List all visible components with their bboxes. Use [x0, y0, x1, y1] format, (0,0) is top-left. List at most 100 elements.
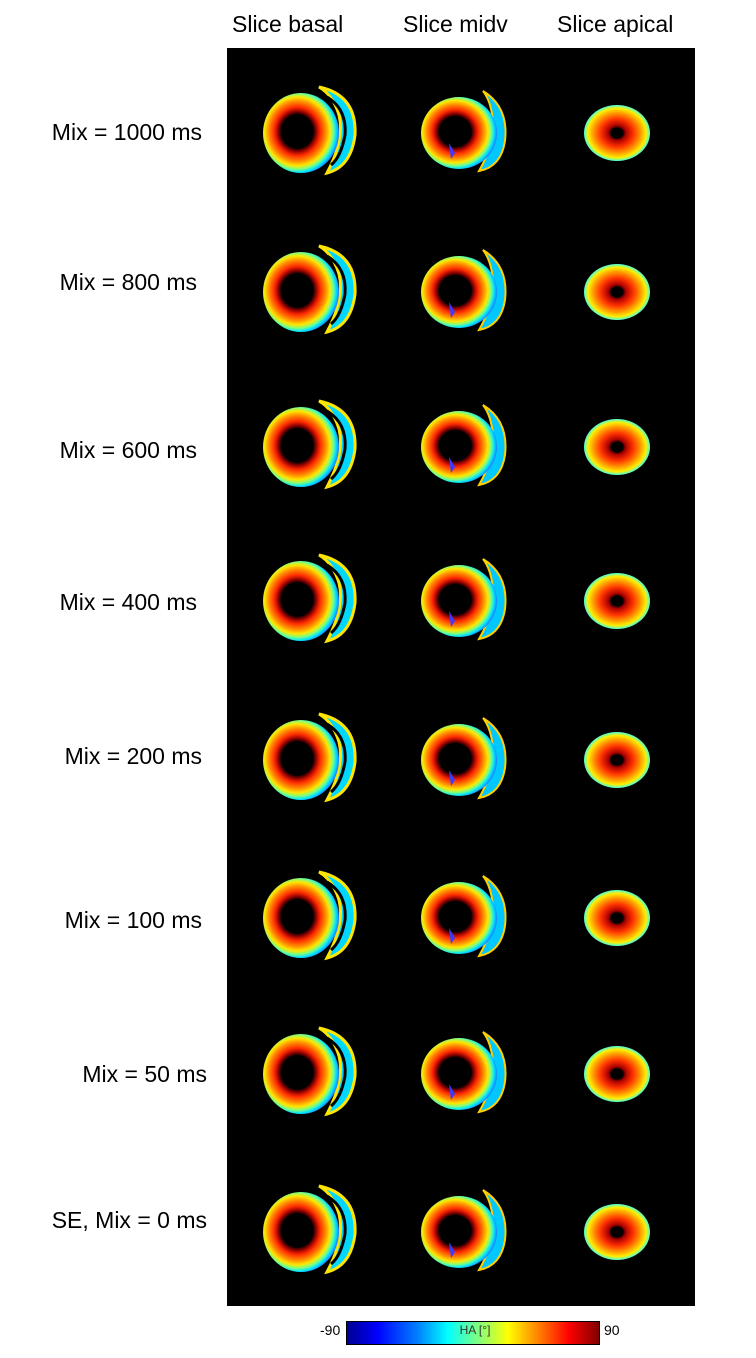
heart-slice-map	[584, 573, 650, 629]
left-ventricle-wall	[263, 407, 339, 487]
heart-slice-map	[263, 712, 357, 803]
map-cell-basal	[227, 366, 383, 516]
map-cell-basal	[227, 48, 383, 206]
left-ventricle-wall	[421, 411, 497, 483]
map-cell-midv	[383, 990, 539, 1146]
right-ventricle-lumen	[326, 409, 347, 481]
map-cell-midv	[383, 366, 539, 516]
map-cell-basal	[227, 1146, 383, 1306]
map-cell-midv	[383, 834, 539, 990]
heart-slice-map	[421, 558, 507, 641]
heart-slice-map	[584, 1204, 650, 1260]
heart-slice-map	[421, 404, 507, 487]
left-ventricle-wall	[421, 882, 497, 954]
left-ventricle-wall	[421, 1196, 497, 1268]
heart-slice-map	[421, 90, 507, 173]
colorbar-title: HA [°]	[459, 1323, 491, 1337]
column-header-apical: Slice apical	[557, 11, 674, 37]
column-header-basal: Slice basal	[232, 11, 344, 37]
heart-slice-map	[263, 1184, 357, 1275]
septal-artifact	[449, 457, 455, 473]
colorbar-min-label: -90	[320, 1322, 341, 1338]
right-ventricle-wall	[477, 90, 507, 173]
heart-slice-map	[263, 399, 357, 490]
right-ventricle-wall	[477, 558, 507, 641]
colorbar-max-label: 90	[604, 1322, 620, 1338]
map-cell-basal	[227, 516, 383, 674]
left-ventricle-wall	[584, 105, 650, 161]
left-ventricle-wall	[263, 93, 339, 173]
heart-slice-map	[584, 1046, 650, 1102]
heart-slice-map	[584, 419, 650, 475]
heart-slice-map	[263, 244, 357, 335]
heart-slice-map	[584, 732, 650, 788]
left-ventricle-wall	[421, 724, 497, 796]
map-cell-apical	[539, 990, 695, 1146]
map-cell-basal	[227, 834, 383, 990]
left-ventricle-wall	[263, 252, 339, 332]
right-ventricle-wall	[477, 1189, 507, 1272]
left-ventricle-wall	[421, 97, 497, 169]
right-ventricle-lumen	[326, 563, 347, 635]
left-ventricle-wall	[421, 256, 497, 328]
right-ventricle-lumen	[326, 254, 347, 326]
left-ventricle-wall	[263, 561, 339, 641]
right-ventricle-lumen	[326, 722, 347, 794]
row-label: Mix = 50 ms	[82, 1061, 207, 1087]
row-label: Mix = 200 ms	[64, 743, 202, 769]
colorbar-gradient	[346, 1321, 600, 1345]
left-ventricle-wall	[584, 732, 650, 788]
heart-slice-map	[584, 890, 650, 946]
septal-artifact	[449, 611, 455, 627]
row-label: Mix = 800 ms	[59, 269, 197, 295]
heart-slice-map	[421, 249, 507, 332]
right-ventricle-lumen	[326, 1036, 347, 1108]
map-cell-midv	[383, 48, 539, 206]
row-label: Mix = 1000 ms	[51, 119, 202, 145]
heart-slice-map	[584, 105, 650, 161]
map-cell-midv	[383, 1146, 539, 1306]
septal-artifact	[449, 1084, 455, 1100]
map-cell-basal	[227, 990, 383, 1146]
right-ventricle-wall	[477, 249, 507, 332]
right-ventricle-lumen	[326, 1194, 347, 1266]
helix-angle-map-grid	[227, 48, 695, 1306]
left-ventricle-wall	[584, 1046, 650, 1102]
septal-artifact	[449, 928, 455, 944]
heart-slice-map	[263, 870, 357, 961]
map-cell-apical	[539, 366, 695, 516]
row-label: SE, Mix = 0 ms	[51, 1207, 207, 1233]
map-cell-apical	[539, 516, 695, 674]
right-ventricle-lumen	[326, 880, 347, 952]
right-ventricle-wall	[477, 404, 507, 487]
heart-slice-map	[584, 264, 650, 320]
row-label: Mix = 100 ms	[64, 907, 202, 933]
septal-artifact	[449, 1242, 455, 1258]
map-cell-basal	[227, 206, 383, 366]
right-ventricle-lumen	[326, 95, 347, 167]
left-ventricle-wall	[584, 1204, 650, 1260]
heart-slice-map	[421, 717, 507, 800]
left-ventricle-wall	[263, 1192, 339, 1272]
map-cell-midv	[383, 674, 539, 834]
left-ventricle-wall	[421, 565, 497, 637]
left-ventricle-wall	[263, 1034, 339, 1114]
heart-slice-map	[263, 1026, 357, 1117]
map-cell-apical	[539, 206, 695, 366]
map-cell-midv	[383, 206, 539, 366]
septal-artifact	[449, 143, 455, 159]
map-cell-basal	[227, 674, 383, 834]
heart-slice-map	[263, 553, 357, 644]
map-cell-midv	[383, 516, 539, 674]
heart-slice-map	[421, 1031, 507, 1114]
map-cell-apical	[539, 48, 695, 206]
colorbar: -90 HA [°] 90	[300, 1316, 630, 1346]
left-ventricle-wall	[584, 573, 650, 629]
row-label: Mix = 400 ms	[59, 589, 197, 615]
left-ventricle-wall	[421, 1038, 497, 1110]
right-ventricle-wall	[477, 717, 507, 800]
map-cell-apical	[539, 1146, 695, 1306]
heart-slice-map	[421, 1189, 507, 1272]
left-ventricle-wall	[584, 264, 650, 320]
map-cell-apical	[539, 834, 695, 990]
